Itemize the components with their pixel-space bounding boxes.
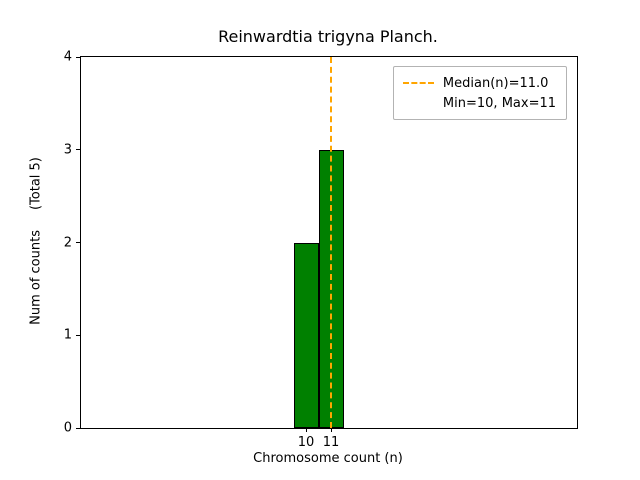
legend-dashed-line-sample [402, 82, 434, 84]
y-axis-total-note: (Total 5) [28, 157, 44, 211]
y-tick-label: 3 [63, 142, 72, 158]
y-tick-mark [76, 149, 80, 151]
y-tick-label: 0 [63, 420, 72, 436]
y-axis-label: Num of counts (Total 5) [29, 157, 44, 325]
chart-title: Reinwardtia trigyna Planch. [218, 27, 438, 46]
x-axis-label: Chromosome count (n) [253, 451, 403, 466]
y-tick-mark [76, 427, 80, 429]
y-tick-mark [76, 242, 80, 243]
y-tick-mark [76, 334, 80, 336]
x-tick-mark [330, 428, 332, 432]
y-tick-mark [76, 56, 80, 58]
bar-10 [293, 242, 319, 428]
median-line [330, 57, 332, 428]
y-tick-label: 1 [63, 327, 72, 343]
x-tick-label: 11 [322, 435, 340, 450]
y-tick-label: 4 [63, 49, 72, 65]
legend-label: Median(n)=11.0 [442, 75, 549, 91]
x-tick-mark [305, 428, 307, 432]
y-tick-label: 2 [63, 235, 72, 250]
legend-entry: Min=10, Max=11 [403, 93, 556, 113]
y-axis-label-text: Num of counts [28, 230, 44, 325]
legend-label: Min=10, Max=11 [442, 95, 556, 111]
x-tick-label: 10 [297, 435, 315, 450]
plot-area: Median(n)=11.0 Min=10, Max=11 0 1 2 3 4 10 11 [64, 50, 578, 450]
legend: Median(n)=11.0 Min=10, Max=11 [392, 66, 567, 120]
legend-entry: Median(n)=11.0 [402, 73, 556, 93]
